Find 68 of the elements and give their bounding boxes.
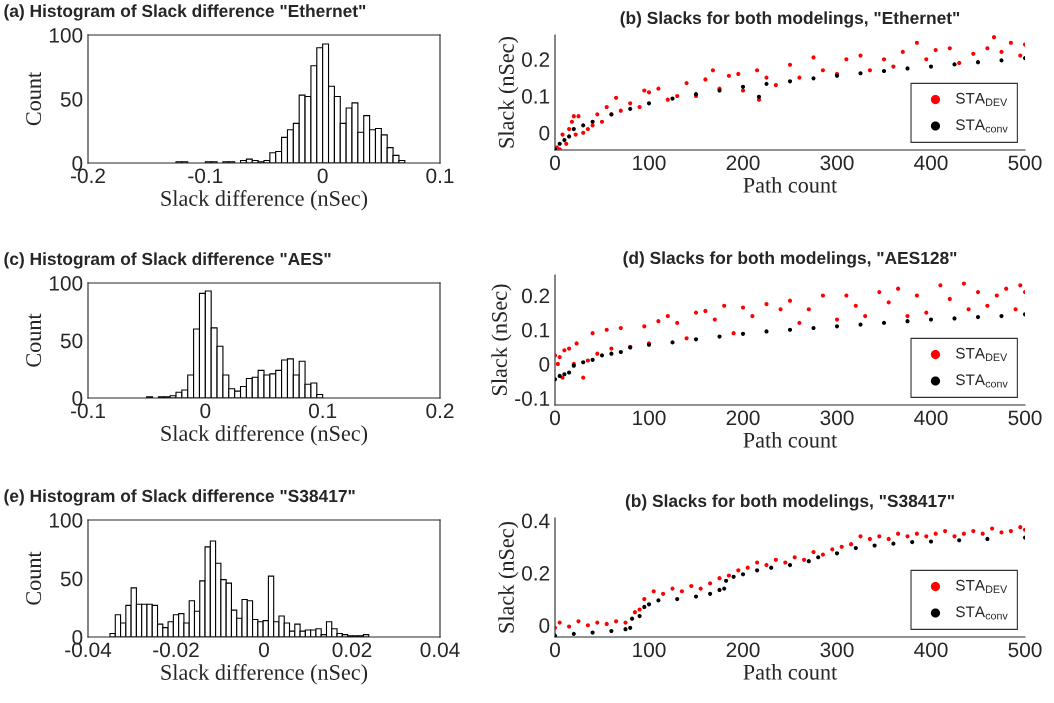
x-tick-label: 200	[726, 155, 760, 171]
x-tick-label: 0.1	[426, 168, 454, 184]
x-tick-label: 300	[820, 642, 854, 658]
legend-label: STA$_{conv}$	[956, 374, 1008, 388]
y-axis-title: Count	[26, 551, 42, 605]
x-tick-label: 0.2	[426, 403, 454, 419]
chart-title: (c) Histogram of Slack difference "AES"	[4, 252, 331, 269]
y-tick-label: 0	[539, 356, 550, 372]
x-tick-label: 100	[633, 642, 666, 658]
x-tick-label: 400	[914, 642, 948, 658]
legend-label: STA$_{DEV}$	[956, 92, 1008, 106]
y-axis-title: Slack (nSec)	[498, 522, 519, 633]
chart-title: (a) Histogram of Slack difference "Ethernet"	[4, 4, 366, 21]
x-tick-label: 0	[259, 642, 269, 658]
x-tick-label: 500	[1008, 155, 1042, 171]
x-axis-title: Path count	[743, 432, 838, 448]
x-tick-label: 200	[726, 642, 760, 658]
legend-label: STA$_{DEV}$	[956, 579, 1008, 593]
x-tick-label: 500	[1008, 642, 1042, 658]
y-tick-label: 0.2	[521, 288, 550, 304]
x-tick-label: -0.02	[153, 642, 199, 658]
y-tick-label: 0	[539, 618, 550, 633]
y-tick-label: 50	[60, 333, 83, 349]
x-tick-label: 100	[633, 155, 666, 171]
y-axis-title: Count	[26, 71, 42, 126]
y-axis-title: Count	[26, 313, 42, 367]
legend-label: STA$_{DEV}$	[956, 347, 1008, 361]
x-axis-title: Path count	[743, 664, 838, 680]
y-tick-label: 0.1	[521, 322, 550, 338]
x-tick-label: 500	[1008, 410, 1042, 426]
x-tick-label: -0.1	[188, 168, 223, 184]
y-tick-label: 50	[60, 92, 83, 107]
y-tick-label: 100	[49, 276, 83, 291]
x-axis-title: Slack difference (nSec)	[161, 425, 368, 446]
chart-title: (b) Slacks for both modelings, "S38417"	[625, 494, 954, 511]
y-axis-title: Slack (nSec)	[491, 284, 512, 395]
x-axis-title: Slack difference (nSec)	[161, 664, 368, 685]
x-tick-label: 0.02	[332, 642, 372, 658]
x-tick-label: 0.04	[420, 642, 460, 658]
x-tick-label: 0.1	[309, 403, 337, 419]
y-tick-label: 0.4	[521, 513, 550, 529]
x-tick-label: 0	[317, 168, 328, 184]
x-tick-label: 0	[550, 155, 560, 171]
y-tick-label: -0.1	[515, 391, 550, 406]
chart-title: (b) Slacks for both modelings, "Ethernet"	[620, 11, 960, 28]
y-tick-label: 0.1	[521, 88, 550, 104]
x-tick-label: 300	[820, 410, 854, 426]
legend-label: STA$_{conv}$	[956, 606, 1008, 620]
x-tick-label: 0	[200, 403, 211, 419]
y-tick-label: 0.2	[521, 565, 550, 581]
y-axis-title: Slack (nSec)	[498, 37, 519, 148]
y-tick-label: 0.2	[521, 52, 550, 67]
x-tick-label: 400	[914, 410, 948, 426]
legend-label: STA$_{conv}$	[956, 119, 1008, 133]
y-tick-label: 50	[60, 571, 83, 587]
x-tick-label: 300	[820, 155, 854, 171]
chart-title: (e) Histogram of Slack difference "S38417"	[4, 489, 355, 506]
x-axis-title: Slack difference (nSec)	[161, 190, 368, 211]
x-tick-label: 0	[550, 410, 560, 426]
y-tick-label: 0	[539, 125, 550, 141]
x-axis-title: Path count	[743, 177, 838, 193]
y-tick-label: 100	[49, 28, 83, 43]
y-tick-label: 100	[49, 513, 83, 528]
x-tick-label: 200	[726, 410, 760, 426]
x-tick-label: 0	[550, 642, 560, 658]
x-tick-label: 100	[633, 410, 666, 426]
x-tick-label: 400	[914, 155, 948, 171]
chart-title: (d) Slacks for both modelings, "AES128"	[623, 251, 957, 268]
